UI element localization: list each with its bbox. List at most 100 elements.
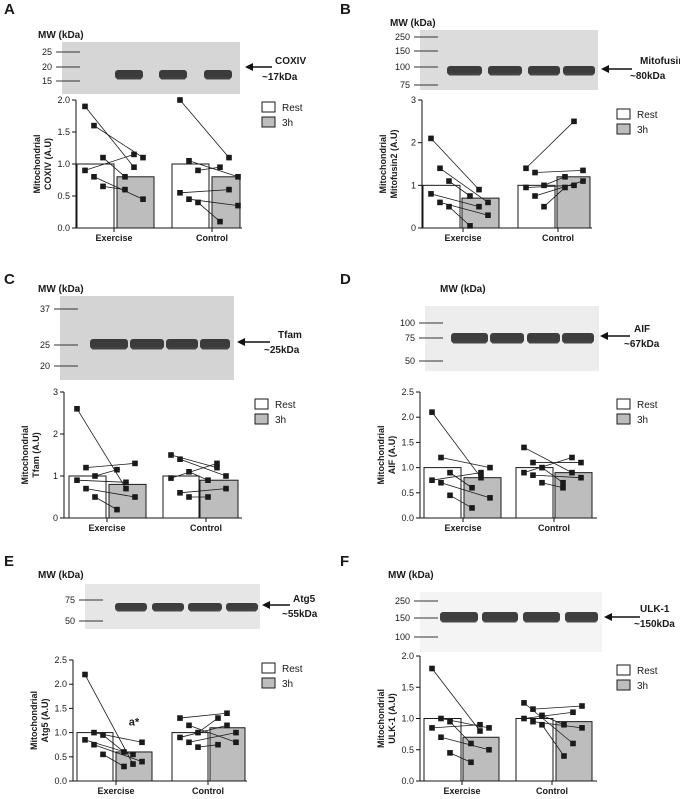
legend-swatch-rest (261, 662, 276, 674)
data-point-rest (195, 744, 201, 750)
data-point-3h (139, 739, 145, 746)
data-point-3h (467, 193, 473, 199)
y-tick-label: 1 (411, 180, 416, 190)
paired-line (188, 724, 237, 743)
x-category-label: Exercise (88, 523, 125, 533)
data-point-rest (438, 734, 444, 741)
panel-d: D MW (kDa) 100 75 50 AIF ~67kDa 0.0 0.5 1.0 1.5 2.0… (340, 271, 660, 533)
blot-band-shadow (484, 620, 516, 623)
bar-3h-exercise (463, 477, 502, 519)
bar-3h-control (209, 727, 246, 782)
data-point-3h (131, 164, 137, 170)
blot-band-shadow (442, 620, 476, 623)
ladder-label: 37 (40, 304, 50, 314)
legend-swatch-3h (616, 413, 631, 425)
data-point-3h (580, 167, 586, 174)
paired-line (431, 668, 481, 732)
panel-letter: F (340, 553, 349, 570)
protein-name: AIF (634, 324, 650, 335)
y-tick-label: 2.5 (54, 655, 67, 665)
blot-band (115, 70, 143, 79)
ladder-label: 20 (40, 361, 50, 371)
data-point-rest (438, 454, 444, 461)
legend-swatch-rest (616, 664, 631, 676)
y-tick-label: 0 (53, 513, 58, 523)
data-point-rest (177, 490, 183, 496)
panel-letter: B (340, 1, 351, 18)
y-axis-label: MitochondrialCOXIV (A.U) (32, 135, 53, 194)
data-point-3h (571, 182, 577, 189)
blot-band-shadow (529, 341, 558, 344)
blot-band-shadow (154, 609, 182, 612)
legend-label-3h: 3h (282, 679, 293, 690)
protein-size: ~55kDa (282, 609, 318, 620)
data-point-3h (561, 753, 567, 759)
protein-size: ~80kDa (630, 71, 666, 82)
data-point-rest (91, 174, 97, 180)
blot-band-shadow (567, 620, 596, 623)
legend: Rest 3h (616, 108, 658, 136)
data-point-rest (523, 165, 529, 172)
x-category-label: Control (190, 523, 222, 533)
blot-band-shadow (117, 77, 141, 80)
blot-band (563, 66, 595, 75)
y-tick-label: 2.0 (401, 651, 414, 661)
data-point-3h (476, 186, 482, 193)
x-category-label: Exercise (95, 233, 132, 243)
data-point-3h (223, 485, 229, 492)
ladder-label: 150 (395, 46, 410, 56)
protein-name: Atg5 (293, 594, 316, 605)
data-point-3h (487, 464, 493, 471)
paired-line (170, 463, 218, 479)
y-axis-label-line: Mitochondrial (376, 689, 386, 748)
paired-line (76, 479, 127, 483)
data-point-3h (560, 479, 566, 486)
bar-3h-exercise (116, 176, 155, 229)
paired-line (431, 411, 482, 478)
y-tick-label: 1.5 (401, 682, 414, 692)
paired-line (197, 717, 219, 733)
y-tick-label: 0.5 (54, 752, 67, 762)
paired-line (93, 176, 144, 200)
data-point-3h (233, 739, 239, 746)
data-point-3h (467, 223, 473, 229)
ladder-label: 20 (42, 62, 52, 72)
x-category-label: Control (538, 523, 570, 533)
ladder-label: 100 (395, 62, 410, 72)
legend-swatch-3h (261, 116, 276, 128)
data-point-3h (130, 751, 136, 758)
y-tick-label: 0.0 (401, 776, 414, 786)
paired-line (179, 99, 230, 158)
data-point-3h (469, 484, 475, 491)
arrow-head-icon (245, 63, 253, 71)
blot-band-shadow (530, 73, 558, 76)
data-point-rest (541, 182, 547, 189)
paired-line (94, 469, 118, 477)
paired-line (449, 494, 473, 509)
y-tick-label: 0.0 (401, 513, 414, 523)
legend-swatch-rest (616, 398, 631, 410)
paired-line (179, 724, 228, 738)
protein-name: ULK-1 (640, 604, 670, 615)
data-point-rest (82, 167, 88, 174)
blot-band-shadow (117, 609, 145, 612)
data-point-rest (437, 199, 443, 206)
data-point-rest (437, 165, 443, 172)
legend-swatch-3h (616, 679, 631, 691)
y-tick-label: 0.5 (401, 745, 414, 755)
blot-band-shadow (490, 73, 520, 76)
x-category-label: Exercise (444, 233, 481, 243)
panel-letter: D (340, 271, 351, 288)
paired-line (188, 160, 239, 178)
legend-label-3h: 3h (637, 681, 648, 692)
blot-band (200, 339, 230, 349)
panel-f: F MW (kDa) 250 150 100 ULK-1 ~150kDa 0.0 0.5 1.0 1… (340, 553, 675, 796)
paired-line (523, 457, 573, 474)
x-category-label: Control (192, 786, 224, 796)
panel-a: A MW (kDa) 25 20 15 COXIV ~17kDa 0.0 0.5 1.0 1.5 2.… (4, 1, 306, 243)
data-point-3h (561, 721, 567, 728)
blot-band (440, 612, 478, 622)
data-point-rest (83, 464, 89, 471)
data-point-3h (223, 473, 229, 479)
data-point-rest (541, 203, 547, 210)
